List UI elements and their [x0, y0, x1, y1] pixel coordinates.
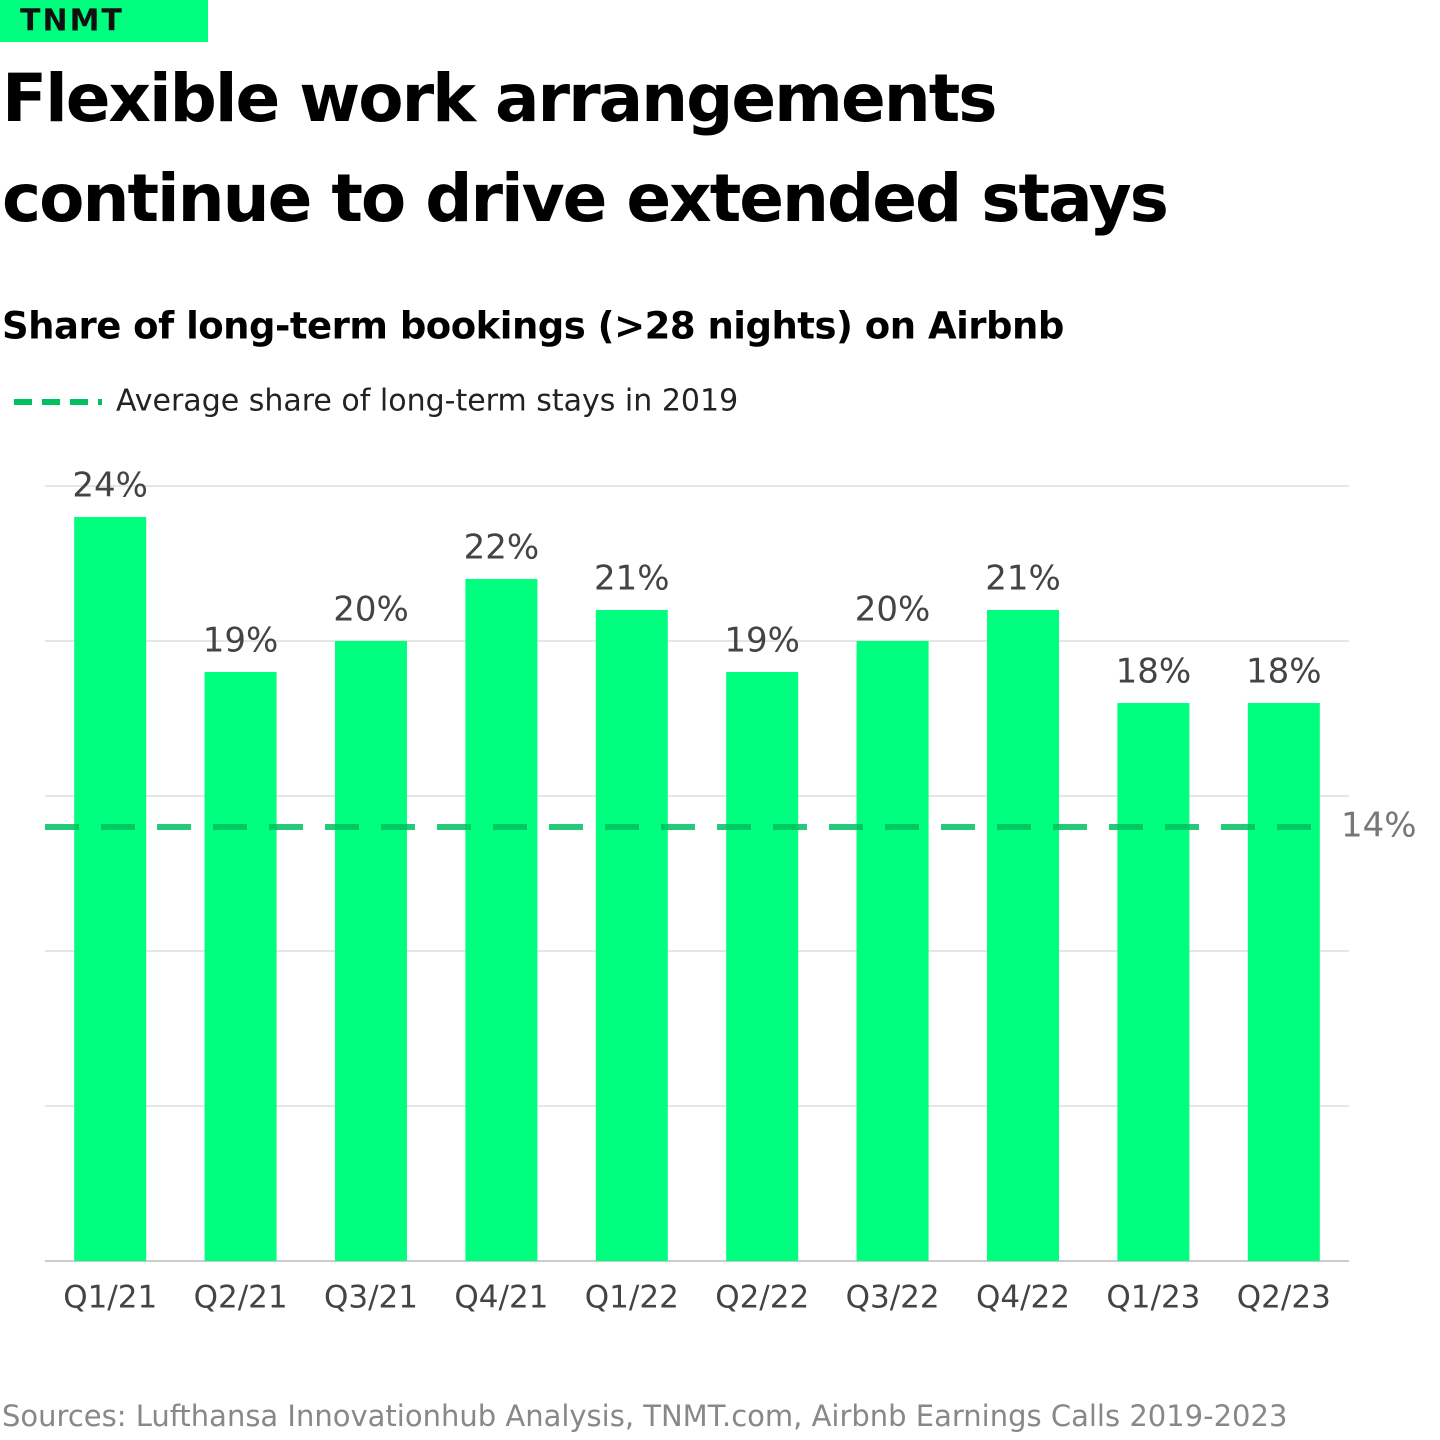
value-label: 19% [724, 621, 800, 661]
bar [335, 641, 407, 1261]
bar [1247, 703, 1320, 1261]
bar [1117, 703, 1190, 1261]
source: Sources: Lufthansa Innovationhub Analysi… [2, 1399, 1287, 1433]
x-tick-label: Q2/22 [715, 1280, 809, 1316]
bar [987, 610, 1059, 1261]
value-label: 24% [72, 466, 148, 506]
x-tick-label: Q1/22 [585, 1280, 679, 1316]
bar [856, 641, 929, 1261]
legend-label: Average share of long-term stays in 2019 [116, 384, 738, 419]
value-label: 18% [1116, 652, 1192, 692]
bar [74, 517, 147, 1261]
x-tick-label: Q4/22 [976, 1280, 1070, 1316]
value-label: 20% [855, 590, 931, 630]
chart-subtitle: Share of long-term bookings (>28 nights)… [2, 305, 1064, 348]
value-label: 18% [1246, 652, 1322, 692]
value-label: 21% [594, 559, 670, 599]
chart-title: continue to drive extended stays [2, 160, 1167, 237]
value-label: 19% [203, 621, 279, 661]
x-tick-label: Q3/22 [846, 1280, 940, 1316]
x-tick-label: Q3/21 [324, 1280, 418, 1316]
brand: TNMT [20, 4, 124, 39]
value-label: 22% [464, 528, 540, 568]
x-tick-label: Q1/21 [63, 1280, 157, 1316]
x-tick-label: Q2/23 [1237, 1280, 1331, 1316]
reference-label: 14% [1341, 806, 1417, 846]
bar [726, 672, 799, 1261]
value-label: 21% [985, 559, 1061, 599]
value-label: 20% [333, 590, 409, 630]
chart-title: Flexible work arrangements [2, 60, 996, 137]
x-tick-label: Q2/21 [194, 1280, 288, 1316]
bar [465, 579, 538, 1261]
x-tick-label: Q4/21 [454, 1280, 548, 1316]
x-tick-label: Q1/23 [1106, 1280, 1200, 1316]
bar [595, 610, 668, 1261]
bar [204, 672, 277, 1261]
brand-box [0, 0, 208, 42]
